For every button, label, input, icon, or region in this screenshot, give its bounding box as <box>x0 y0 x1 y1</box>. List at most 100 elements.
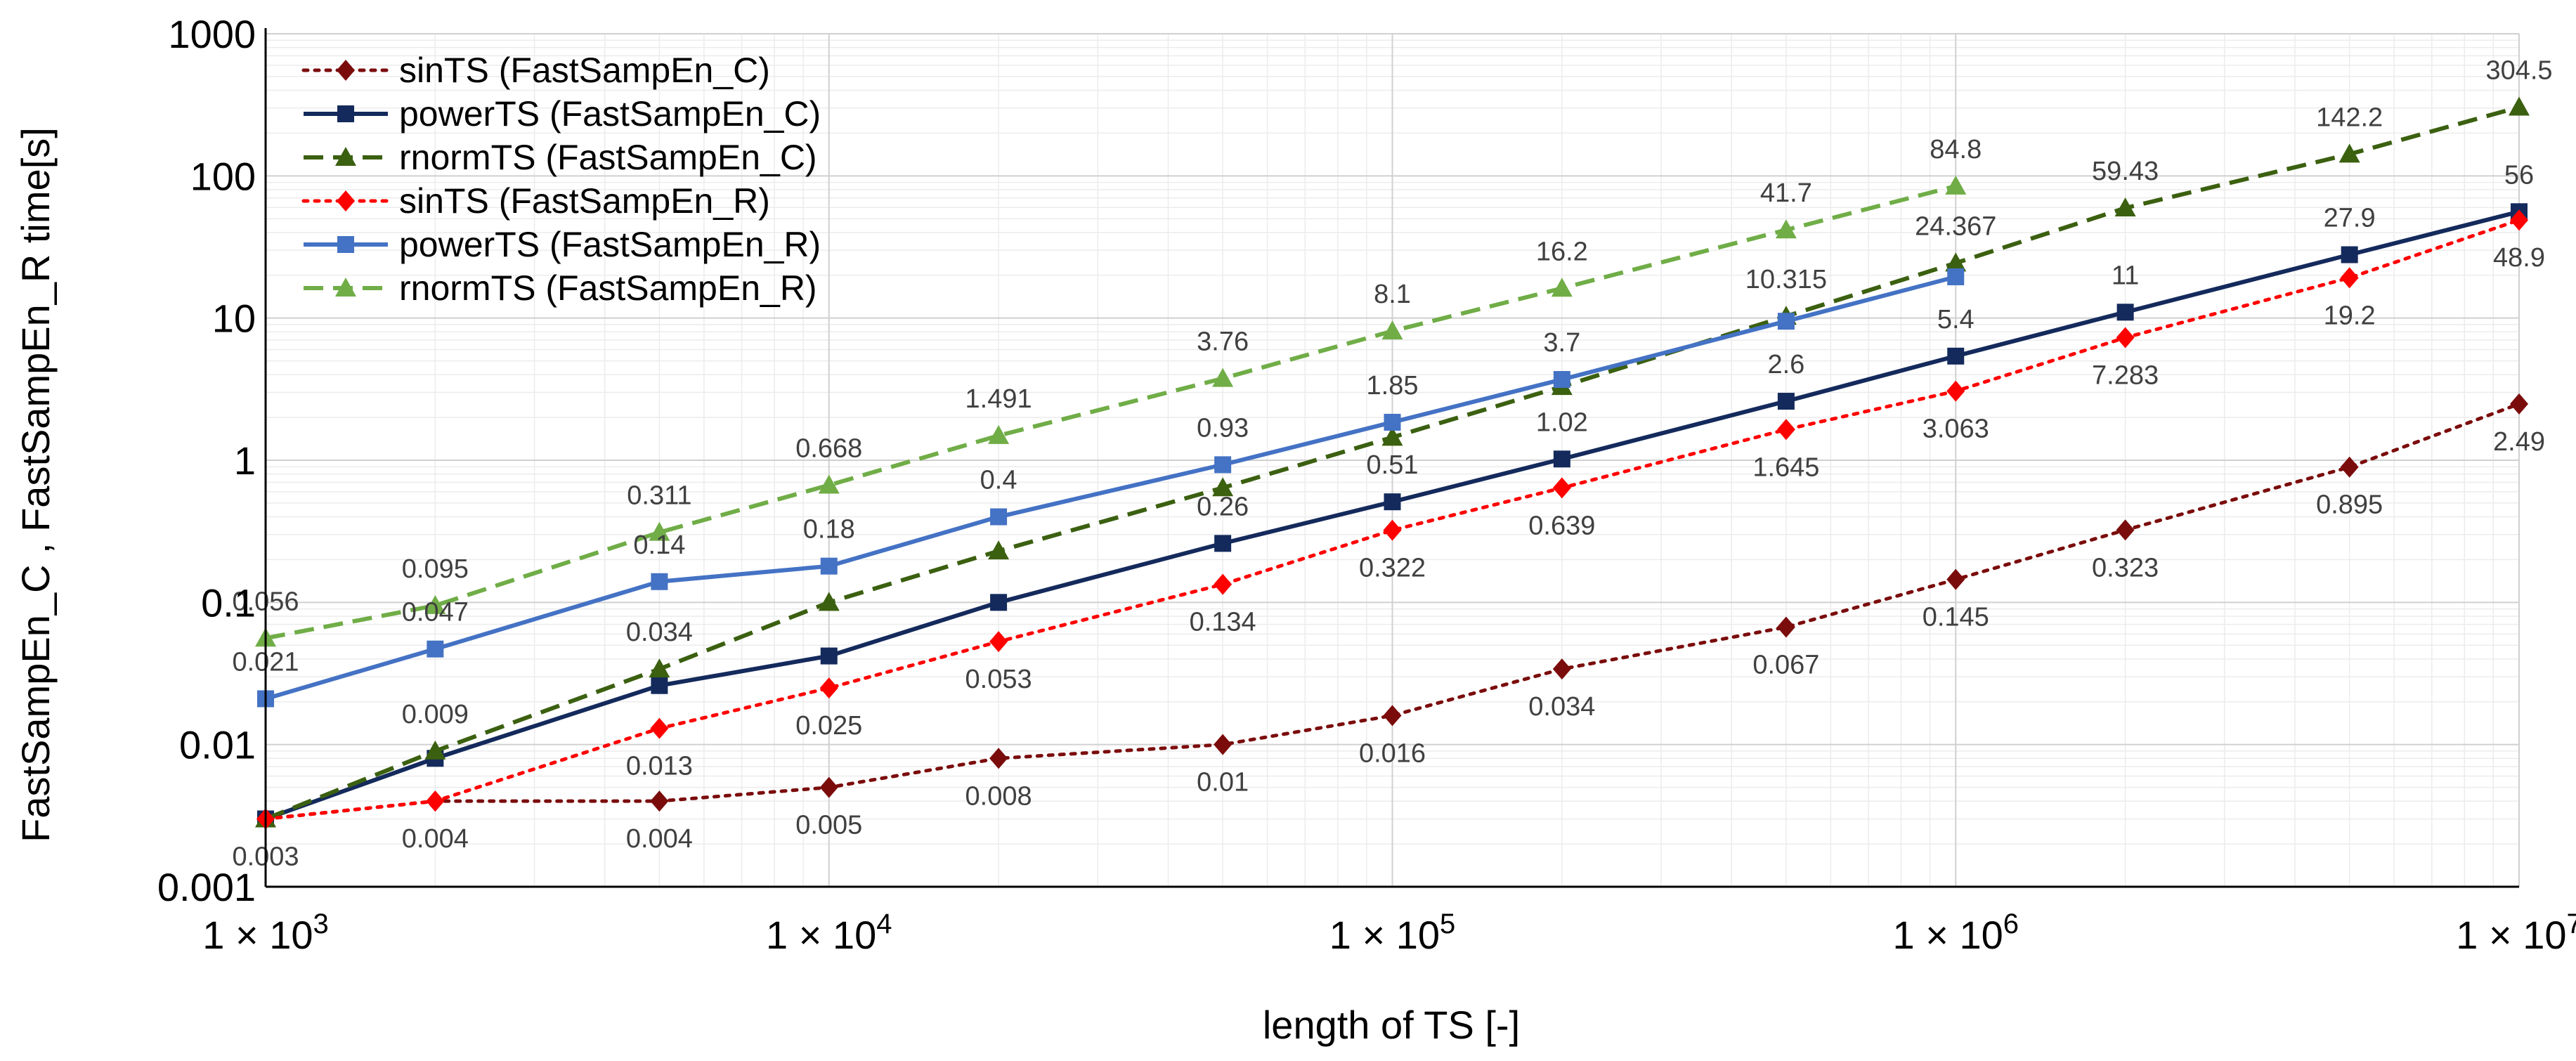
data-label: 304.5 <box>2485 56 2552 85</box>
data-point-diamond <box>2510 209 2528 231</box>
data-label: 0.005 <box>795 811 862 840</box>
data-point-diamond <box>989 631 1008 653</box>
series-line <box>265 183 1957 641</box>
data-point-square <box>1947 268 1965 285</box>
x-tick-label: 1 × 104 <box>766 909 892 957</box>
data-point-diamond <box>2116 327 2135 349</box>
data-label: 3.7 <box>1543 328 1580 358</box>
y-tick-label: 0.001 <box>157 865 256 909</box>
data-label: 0.323 <box>2092 553 2159 582</box>
data-point-triangle <box>988 540 1010 560</box>
x-tick-label: 1 × 103 <box>202 909 329 957</box>
chart-grid <box>265 33 2520 887</box>
data-point-square <box>1384 413 1401 431</box>
data-point-square <box>2116 304 2134 321</box>
data-point-diamond <box>1214 573 1232 595</box>
data-label: 11 <box>2112 261 2139 290</box>
data-label: 0.009 <box>402 700 469 729</box>
data-label: 0.034 <box>1528 692 1595 722</box>
series-2 <box>255 96 2530 828</box>
data-label: 48.9 <box>2493 243 2545 273</box>
legend-item: sinTS (FastSampEn_R) <box>301 181 770 221</box>
chart-axes: 0.001 0.01 0.1 1 10 100 1000 1 × 103 1 × 104 1 × … <box>157 12 2576 957</box>
legend-label: rnormTS (FastSampEn_C) <box>399 138 817 177</box>
data-label: 0.025 <box>795 711 862 741</box>
data-point-triangle <box>335 147 356 166</box>
data-label: 2.6 <box>1767 350 1804 379</box>
data-point-square <box>337 236 354 253</box>
data-point-square <box>1214 456 1232 474</box>
data-point-diamond <box>1383 519 1402 541</box>
legend-item: powerTS (FastSampEn_C) <box>304 94 821 134</box>
data-label: 1.85 <box>1367 371 1419 401</box>
data-point-triangle <box>424 740 446 760</box>
legend-item: powerTS (FastSampEn_R) <box>304 225 821 264</box>
data-point-diamond <box>1383 705 1402 727</box>
data-label: 7.283 <box>2092 361 2159 391</box>
data-label: 24.367 <box>1915 211 1996 241</box>
data-label: 0.053 <box>965 665 1032 694</box>
data-point-diamond <box>2340 456 2359 478</box>
data-label: 3.76 <box>1197 327 1249 357</box>
data-point-diamond <box>650 717 669 739</box>
data-point-triangle <box>1381 320 1403 340</box>
data-label: 2.49 <box>2493 427 2545 457</box>
data-point-diamond <box>2116 519 2135 541</box>
series-line <box>265 275 1957 701</box>
data-label: 0.93 <box>1197 413 1249 443</box>
data-point-square <box>1384 493 1401 511</box>
data-label: 0.668 <box>795 434 862 463</box>
y-tick-label: 0.01 <box>179 723 256 767</box>
data-label: 0.008 <box>965 781 1032 811</box>
data-label: 0.26 <box>1197 492 1249 521</box>
legend-label: powerTS (FastSampEn_R) <box>399 225 821 264</box>
data-label: 0.067 <box>1752 651 1819 680</box>
data-label: 0.18 <box>803 515 855 545</box>
chart-legend: sinTS (FastSampEn_C) powerTS (FastSampEn_… <box>301 51 821 308</box>
data-point-diamond <box>819 677 838 699</box>
data-point-square <box>1553 371 1570 389</box>
data-point-triangle <box>1381 427 1403 446</box>
y-axis-title: FastSampEn_C , FastSampEn_R time[s] <box>13 127 58 842</box>
y-tick-label: 1000 <box>168 12 256 56</box>
data-label: 1.645 <box>1752 453 1819 482</box>
data-point-diamond <box>819 776 838 798</box>
data-label: 0.016 <box>1359 738 1426 768</box>
data-point-triangle <box>2114 197 2136 217</box>
legend-label: rnormTS (FastSampEn_R) <box>399 268 817 308</box>
data-point-diamond <box>989 748 1008 769</box>
data-point-square <box>1947 347 1965 365</box>
data-label: 0.034 <box>626 618 693 647</box>
data-label: 0.4 <box>980 466 1017 495</box>
data-point-triangle <box>1945 175 1967 195</box>
y-tick-label: 100 <box>190 154 256 198</box>
data-label: 27.9 <box>2324 204 2376 233</box>
data-label: 16.2 <box>1536 237 1588 266</box>
data-label: 0.639 <box>1528 511 1595 540</box>
data-point-diamond <box>1214 734 1232 755</box>
data-label: 84.8 <box>1930 135 1982 164</box>
data-label: 0.322 <box>1359 554 1426 583</box>
data-point-square <box>820 557 838 575</box>
data-point-triangle <box>988 424 1010 444</box>
data-point-square <box>990 594 1008 611</box>
data-point-triangle <box>335 278 356 297</box>
data-label: 8.1 <box>1374 280 1411 309</box>
data-point-triangle <box>649 521 670 541</box>
data-label: 5.4 <box>1937 305 1975 334</box>
data-point-triangle <box>2509 96 2530 116</box>
data-point-square <box>2341 246 2358 263</box>
data-point-square <box>1214 535 1232 552</box>
data-label: 0.14 <box>633 530 685 560</box>
legend-label: powerTS (FastSampEn_C) <box>399 94 821 134</box>
data-label: 0.004 <box>402 824 469 854</box>
legend-item: rnormTS (FastSampEn_R) <box>304 268 817 308</box>
data-label: 0.311 <box>627 481 691 511</box>
data-point-diamond <box>1552 658 1571 680</box>
data-point-square <box>651 677 668 694</box>
chart-series <box>255 96 2530 830</box>
legend-item: rnormTS (FastSampEn_C) <box>304 138 817 177</box>
data-label: 59.43 <box>2092 157 2159 186</box>
